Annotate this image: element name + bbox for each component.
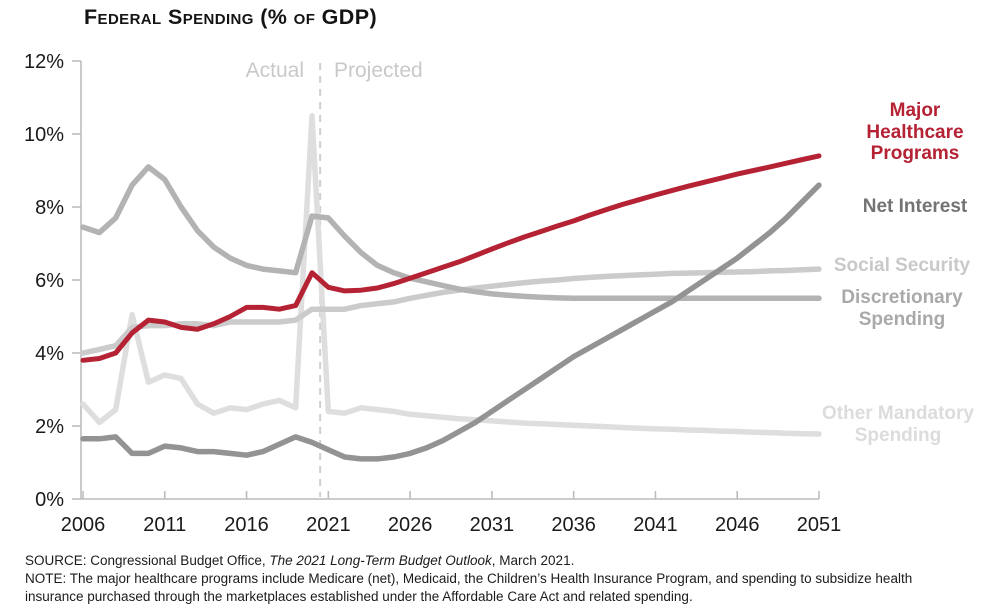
y-tick-label: 2% xyxy=(35,416,64,438)
series-label-social-security: Social Security xyxy=(833,255,971,276)
source-report-title: The 2021 Long-Term Budget Outlook xyxy=(269,553,492,568)
series-label-net-interest: Net Interest xyxy=(862,196,968,217)
series-label-discretionary-spending: Discretionary Spending xyxy=(841,287,963,330)
projected-label: Projected xyxy=(334,59,423,82)
actual-label: Actual xyxy=(245,59,304,82)
page-title: Federal Spending (% of GDP) xyxy=(84,5,378,29)
x-tick-label: 2046 xyxy=(715,514,760,536)
y-tick-label: 6% xyxy=(35,270,64,292)
x-tick-label: 2026 xyxy=(388,514,433,536)
x-tick-label: 2011 xyxy=(143,514,186,536)
y-tick-label: 10% xyxy=(24,124,64,146)
y-tick-label: 0% xyxy=(35,489,64,511)
x-tick-label: 2041 xyxy=(633,514,678,536)
series-line-discretionary-spending xyxy=(80,164,822,302)
x-tick-label: 2031 xyxy=(470,514,515,536)
series-label-other-mandatory-spending: Other Mandatory Spending xyxy=(821,403,975,446)
footer-notes: SOURCE: Congressional Budget Office, The… xyxy=(25,552,973,606)
x-tick-label: 2016 xyxy=(224,514,269,536)
series-line-net-interest xyxy=(80,182,822,462)
y-tick-label: 4% xyxy=(35,343,64,365)
y-tick-label: 8% xyxy=(35,197,64,219)
y-tick-label: 12% xyxy=(24,51,64,73)
series-line-social-security xyxy=(80,266,822,356)
x-tick-label: 2021 xyxy=(306,514,351,536)
note-line: NOTE: The major healthcare programs incl… xyxy=(25,570,913,604)
series-line-other-mandatory-spending xyxy=(80,113,822,437)
series-label-major-healthcare-programs: Major Healthcare Programs xyxy=(866,100,964,164)
source-line: SOURCE: Congressional Budget Office, The… xyxy=(25,553,575,568)
x-tick-label: 2051 xyxy=(797,514,842,536)
x-tick-label: 2006 xyxy=(61,514,106,536)
series-line-major-healthcare-programs xyxy=(80,153,822,363)
x-tick-label: 2036 xyxy=(551,514,596,536)
